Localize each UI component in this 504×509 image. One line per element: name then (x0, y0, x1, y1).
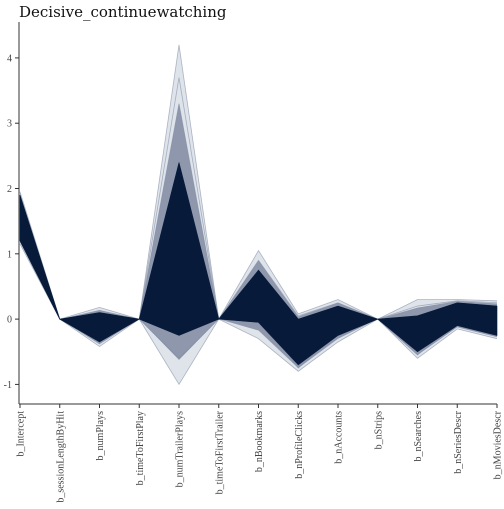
x-tick-label: b_Intercept (16, 411, 27, 457)
x-tick-label: b_timeToFirstPlay (135, 411, 146, 485)
chart-title: Decisive_continuewatching (19, 3, 227, 21)
x-tick-label: b_timeToFirstTrailer (214, 410, 225, 494)
x-tick-label: b_nStrips (373, 411, 384, 449)
x-tick-label: b_nProfileClicks (294, 411, 305, 479)
y-tick-label: 1 (7, 249, 12, 260)
y-tick-label: 2 (7, 184, 12, 195)
x-tick-label: b_numPlays (95, 411, 106, 461)
y-tick-label: 4 (7, 53, 12, 64)
draw-line-draw-max (19, 44, 498, 321)
y-tick-label: 0 (7, 315, 12, 326)
x-tick-label: b_nSearches (413, 411, 424, 462)
y-tick-label: 3 (7, 119, 12, 130)
x-tick-label: b_numTrailerPlays (175, 411, 186, 487)
y-tick-label: -1 (4, 380, 12, 391)
draw-line-draw-min (19, 243, 498, 386)
x-tick-label: b_nBookmarks (254, 411, 265, 472)
x-tick-label: b_nSeriesDescr (453, 410, 464, 473)
core-band (19, 162, 498, 366)
x-tick-label: b_nMoviesDescr (493, 410, 504, 479)
x-tick-label: b_sessionLengthByHit (55, 411, 66, 503)
x-tick-label: b_nAccounts (334, 411, 345, 464)
